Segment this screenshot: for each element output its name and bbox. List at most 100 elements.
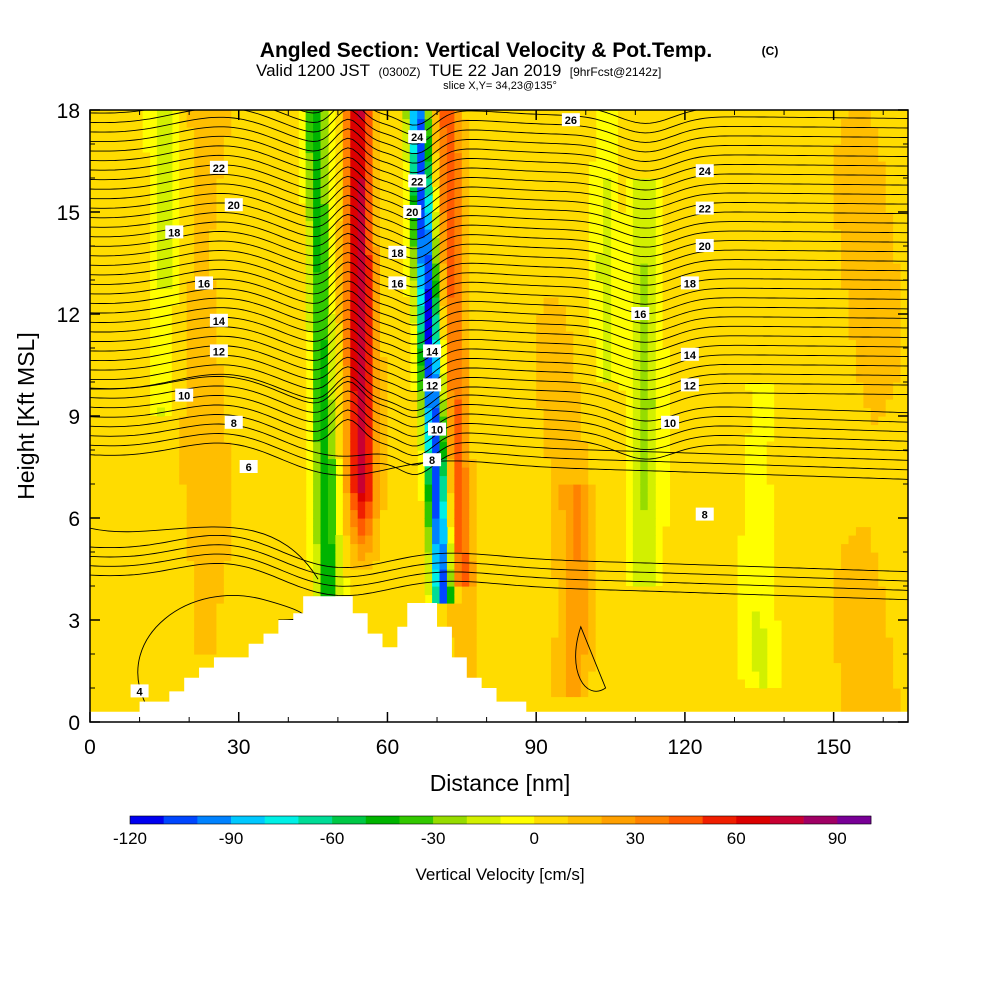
velocity-cell <box>499 229 508 239</box>
velocity-cell <box>275 433 284 443</box>
velocity-cell <box>506 186 515 196</box>
velocity-cell <box>603 560 612 570</box>
velocity-cell <box>588 373 597 383</box>
velocity-cell <box>201 458 210 468</box>
velocity-cell <box>231 441 240 451</box>
velocity-cell <box>603 526 612 536</box>
velocity-cell <box>469 611 478 621</box>
velocity-cell <box>565 144 574 154</box>
velocity-cell <box>186 356 195 366</box>
velocity-cell <box>506 382 515 392</box>
velocity-cell <box>476 152 485 162</box>
velocity-cell <box>617 645 627 655</box>
velocity-cell <box>112 458 121 468</box>
velocity-cell <box>528 560 537 570</box>
velocity-cell <box>446 169 455 179</box>
velocity-cell <box>528 475 537 485</box>
velocity-cell <box>231 535 240 545</box>
velocity-cell <box>119 577 128 587</box>
velocity-cell <box>446 424 455 434</box>
velocity-cell <box>357 407 366 417</box>
velocity-cell <box>231 178 240 188</box>
velocity-cell <box>335 237 344 247</box>
velocity-cell <box>417 416 426 426</box>
velocity-cell <box>119 543 128 553</box>
velocity-cell <box>595 696 604 706</box>
velocity-cell <box>558 331 567 341</box>
velocity-cell <box>350 314 359 324</box>
velocity-cell <box>476 195 485 205</box>
velocity-cell <box>394 535 403 545</box>
velocity-cell <box>558 637 567 647</box>
velocity-cell <box>632 509 641 519</box>
velocity-cell <box>372 237 381 247</box>
velocity-cell <box>350 603 359 613</box>
velocity-cell <box>617 390 627 400</box>
velocity-cell <box>499 637 508 647</box>
velocity-cell <box>387 263 396 273</box>
velocity-cell <box>283 271 292 281</box>
velocity-cell <box>603 390 612 400</box>
velocity-cell <box>327 552 336 562</box>
velocity-cell <box>469 271 478 281</box>
velocity-cell <box>342 161 351 171</box>
velocity-cell <box>573 365 582 375</box>
velocity-cell <box>97 237 106 247</box>
velocity-cell <box>201 322 210 332</box>
velocity-cell <box>603 645 612 655</box>
velocity-cell <box>357 450 366 460</box>
velocity-cell <box>97 305 106 315</box>
velocity-cell <box>469 484 478 494</box>
velocity-cell <box>179 577 188 587</box>
velocity-cell <box>551 220 560 230</box>
velocity-cell <box>543 382 552 392</box>
velocity-cell <box>506 305 515 315</box>
velocity-cell <box>409 458 418 468</box>
velocity-cell <box>446 110 455 120</box>
velocity-cell <box>97 356 106 366</box>
velocity-cell <box>275 450 284 460</box>
velocity-cell <box>551 297 560 307</box>
velocity-cell <box>387 314 396 324</box>
velocity-cell <box>320 560 329 570</box>
velocity-cell <box>357 263 366 273</box>
velocity-cell <box>119 399 128 409</box>
velocity-cell <box>327 560 336 570</box>
velocity-cell <box>603 628 612 638</box>
velocity-cell <box>179 450 188 460</box>
velocity-cell <box>424 322 433 332</box>
velocity-cell <box>357 433 366 443</box>
velocity-cell <box>127 195 136 205</box>
velocity-cell <box>186 560 195 570</box>
velocity-cell <box>558 288 567 298</box>
velocity-cell <box>417 399 426 409</box>
velocity-cell <box>558 620 567 630</box>
velocity-cell <box>580 611 589 621</box>
velocity-cell <box>543 433 552 443</box>
velocity-cell <box>394 110 403 120</box>
velocity-cell <box>491 620 500 630</box>
velocity-cell <box>521 339 530 349</box>
velocity-cell <box>365 237 374 247</box>
velocity-cell <box>119 628 128 638</box>
velocity-cell <box>617 195 627 205</box>
velocity-cell <box>342 467 351 477</box>
velocity-cell <box>513 416 522 426</box>
velocity-cell <box>588 382 597 392</box>
velocity-cell <box>134 603 143 613</box>
velocity-cell <box>595 688 604 698</box>
velocity-cell <box>127 518 136 528</box>
velocity-cell <box>551 390 560 400</box>
velocity-cell <box>231 186 240 196</box>
velocity-cell <box>528 237 537 247</box>
velocity-cell <box>134 229 143 239</box>
velocity-cell <box>231 407 240 417</box>
velocity-cell <box>261 169 270 179</box>
velocity-cell <box>632 543 641 553</box>
velocity-cell <box>186 637 195 647</box>
velocity-cell <box>290 152 299 162</box>
velocity-cell <box>380 611 389 621</box>
velocity-cell <box>536 288 545 298</box>
velocity-cell <box>261 297 270 307</box>
velocity-cell <box>90 424 99 434</box>
